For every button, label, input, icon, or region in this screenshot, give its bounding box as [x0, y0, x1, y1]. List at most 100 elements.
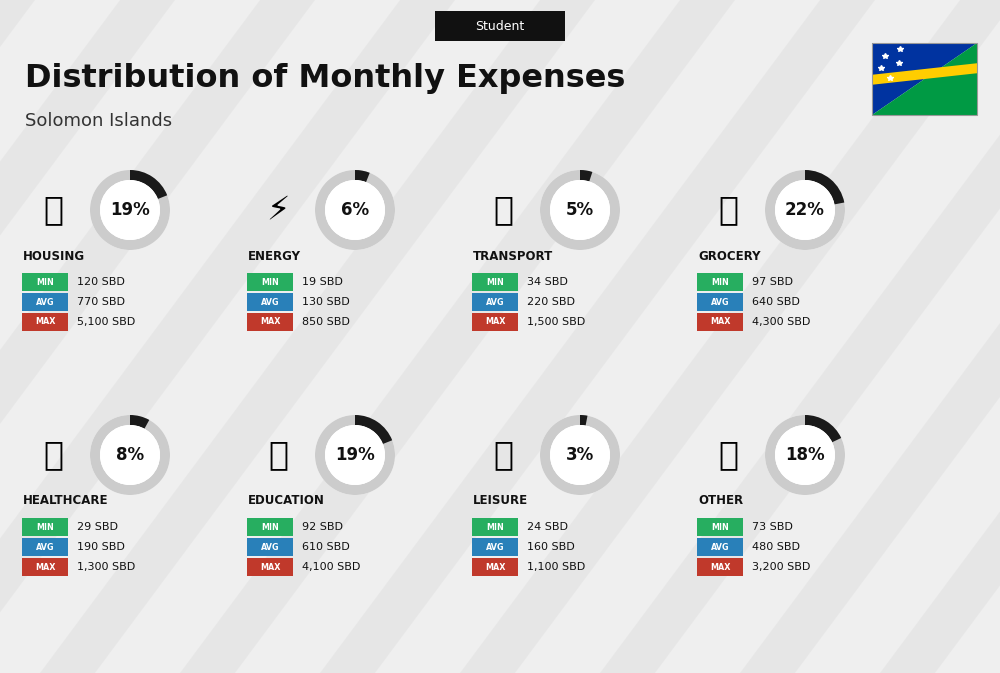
- Text: MAX: MAX: [260, 318, 280, 326]
- Polygon shape: [600, 0, 1000, 673]
- Text: LEISURE: LEISURE: [473, 495, 528, 507]
- Text: GROCERY: GROCERY: [698, 250, 761, 262]
- Wedge shape: [580, 170, 592, 182]
- Text: 130 SBD: 130 SBD: [302, 297, 350, 307]
- Text: ENERGY: ENERGY: [248, 250, 301, 262]
- Text: MIN: MIN: [261, 522, 279, 532]
- Text: AVG: AVG: [486, 297, 504, 306]
- Text: 1,500 SBD: 1,500 SBD: [527, 317, 585, 327]
- Circle shape: [775, 425, 835, 485]
- FancyBboxPatch shape: [22, 558, 68, 576]
- FancyBboxPatch shape: [247, 313, 293, 331]
- Wedge shape: [355, 415, 392, 444]
- Wedge shape: [130, 415, 149, 429]
- Text: MAX: MAX: [485, 318, 505, 326]
- Wedge shape: [130, 170, 167, 199]
- Text: 480 SBD: 480 SBD: [752, 542, 800, 552]
- Polygon shape: [320, 0, 875, 673]
- FancyBboxPatch shape: [22, 313, 68, 331]
- Polygon shape: [0, 0, 315, 673]
- Text: TRANSPORT: TRANSPORT: [473, 250, 553, 262]
- Text: 120 SBD: 120 SBD: [77, 277, 125, 287]
- Text: AVG: AVG: [261, 297, 279, 306]
- Text: MIN: MIN: [261, 277, 279, 287]
- Text: 4,100 SBD: 4,100 SBD: [302, 562, 360, 572]
- Polygon shape: [880, 0, 1000, 673]
- Text: 190 SBD: 190 SBD: [77, 542, 125, 552]
- Text: 770 SBD: 770 SBD: [77, 297, 125, 307]
- Text: Student: Student: [475, 20, 525, 32]
- FancyBboxPatch shape: [247, 538, 293, 557]
- Circle shape: [765, 170, 845, 250]
- Text: AVG: AVG: [486, 542, 504, 551]
- Text: MIN: MIN: [486, 522, 504, 532]
- Circle shape: [315, 415, 395, 495]
- Wedge shape: [540, 415, 620, 495]
- Text: AVG: AVG: [36, 542, 54, 551]
- Text: EDUCATION: EDUCATION: [248, 495, 325, 507]
- Text: MIN: MIN: [36, 522, 54, 532]
- FancyBboxPatch shape: [435, 11, 565, 41]
- Wedge shape: [355, 170, 370, 182]
- Circle shape: [90, 415, 170, 495]
- FancyBboxPatch shape: [472, 538, 518, 557]
- Polygon shape: [872, 43, 977, 115]
- Text: 29 SBD: 29 SBD: [77, 522, 118, 532]
- Wedge shape: [580, 415, 587, 425]
- Polygon shape: [460, 0, 1000, 673]
- Wedge shape: [765, 415, 845, 495]
- Text: 🎓: 🎓: [268, 439, 288, 472]
- Polygon shape: [40, 0, 595, 673]
- FancyBboxPatch shape: [472, 518, 518, 536]
- Polygon shape: [740, 0, 1000, 673]
- Text: 5%: 5%: [566, 201, 594, 219]
- Text: AVG: AVG: [36, 297, 54, 306]
- FancyBboxPatch shape: [247, 558, 293, 576]
- Text: MIN: MIN: [486, 277, 504, 287]
- Text: 19 SBD: 19 SBD: [302, 277, 343, 287]
- Text: 22%: 22%: [785, 201, 825, 219]
- Text: 1,300 SBD: 1,300 SBD: [77, 562, 135, 572]
- Circle shape: [90, 170, 170, 250]
- Text: 220 SBD: 220 SBD: [527, 297, 575, 307]
- Text: 🛍: 🛍: [493, 439, 513, 472]
- FancyBboxPatch shape: [697, 273, 743, 291]
- Wedge shape: [90, 170, 170, 250]
- Polygon shape: [0, 0, 455, 673]
- FancyBboxPatch shape: [472, 313, 518, 331]
- Text: 19%: 19%: [110, 201, 150, 219]
- Text: 3,200 SBD: 3,200 SBD: [752, 562, 810, 572]
- FancyBboxPatch shape: [247, 293, 293, 311]
- FancyBboxPatch shape: [697, 313, 743, 331]
- Text: AVG: AVG: [711, 297, 729, 306]
- Text: MAX: MAX: [260, 563, 280, 571]
- FancyBboxPatch shape: [697, 293, 743, 311]
- Text: 🚌: 🚌: [493, 194, 513, 227]
- Text: MAX: MAX: [710, 318, 730, 326]
- Wedge shape: [315, 415, 395, 495]
- Circle shape: [540, 170, 620, 250]
- Text: OTHER: OTHER: [698, 495, 743, 507]
- Text: Distribution of Monthly Expenses: Distribution of Monthly Expenses: [25, 63, 625, 94]
- Text: MIN: MIN: [711, 522, 729, 532]
- Text: 8%: 8%: [116, 446, 144, 464]
- FancyBboxPatch shape: [22, 293, 68, 311]
- Polygon shape: [180, 0, 735, 673]
- Circle shape: [100, 180, 160, 240]
- Text: 640 SBD: 640 SBD: [752, 297, 800, 307]
- Wedge shape: [90, 415, 170, 495]
- FancyBboxPatch shape: [22, 273, 68, 291]
- Circle shape: [765, 415, 845, 495]
- Wedge shape: [315, 170, 395, 250]
- Text: 1,100 SBD: 1,100 SBD: [527, 562, 585, 572]
- Polygon shape: [0, 0, 175, 673]
- Text: MAX: MAX: [35, 563, 55, 571]
- FancyBboxPatch shape: [697, 518, 743, 536]
- Text: 4,300 SBD: 4,300 SBD: [752, 317, 810, 327]
- Text: MAX: MAX: [485, 563, 505, 571]
- Text: 🏢: 🏢: [43, 194, 63, 227]
- Text: AVG: AVG: [711, 542, 729, 551]
- Wedge shape: [765, 170, 845, 250]
- Text: 850 SBD: 850 SBD: [302, 317, 350, 327]
- Wedge shape: [540, 170, 620, 250]
